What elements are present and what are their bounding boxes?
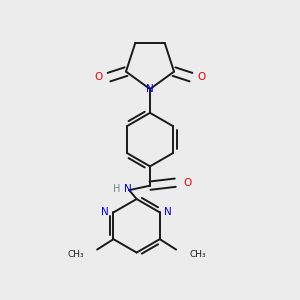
Text: N: N xyxy=(146,84,154,94)
Text: O: O xyxy=(183,178,191,188)
Text: H: H xyxy=(113,184,120,194)
Text: O: O xyxy=(197,72,206,82)
Text: O: O xyxy=(94,72,103,82)
Text: N: N xyxy=(164,207,172,218)
Text: CH₃: CH₃ xyxy=(190,250,206,259)
Text: N: N xyxy=(124,184,132,194)
Text: N: N xyxy=(101,207,109,218)
Text: CH₃: CH₃ xyxy=(67,250,84,259)
